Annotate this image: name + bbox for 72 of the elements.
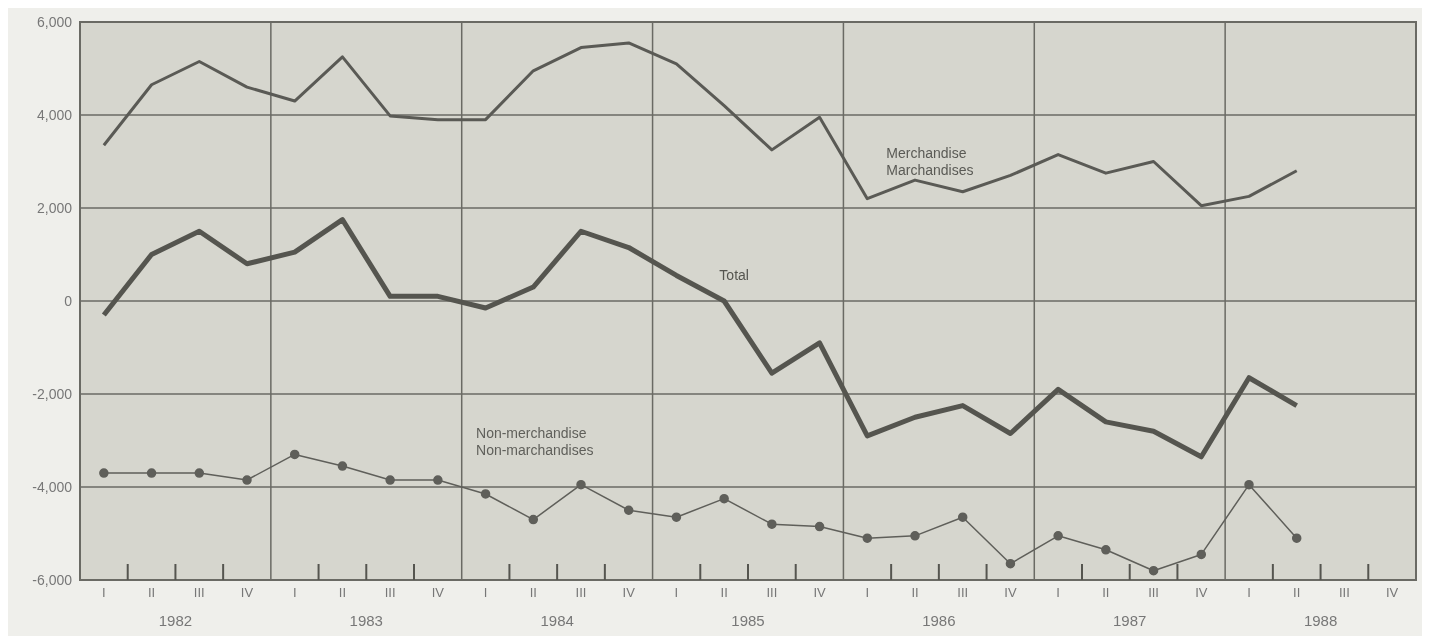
point [1244,479,1254,490]
series-label: Non-merchandise Non-marchandises [476,425,594,458]
x-tick-label: II [1293,585,1301,601]
text: 1988 [1303,612,1338,629]
point [957,512,968,522]
x-tick-label: IV [1195,585,1208,601]
x-tick-label: I [1247,585,1251,601]
y-tick-label: -6,000 [32,571,73,588]
x-tick-label: IV [622,585,636,601]
point [719,493,729,504]
x-tick-label: II [338,585,347,601]
x-tick-label: II [911,585,919,601]
text: 1984 [540,612,574,629]
x-tick-label: IV [240,585,254,601]
point [194,468,205,478]
point [623,505,634,515]
point [576,479,586,490]
x-tick-label: IV [813,585,827,601]
text: 1985 [731,612,765,629]
text: 1982 [158,612,193,629]
y-tick-label: 6,000 [36,13,73,30]
point [146,468,157,478]
x-tick-label: III [384,585,396,601]
y-tick-label: -2,000 [32,385,73,402]
x-tick-label: III [766,585,778,601]
point [385,475,395,485]
x-tick-label: I [1056,585,1060,601]
x-tick-label: I [102,585,106,601]
x-tick-label: II [1102,585,1110,601]
x-tick-label: III [957,585,969,601]
point [433,475,443,485]
point [289,449,300,460]
y-tick-label: 4,000 [36,106,73,123]
point [1101,545,1111,555]
x-tick-label: II [147,585,156,601]
point [1005,558,1016,569]
text: 1983 [349,612,383,629]
series-label: Merchandise Marchandises [886,145,974,178]
text: 1987 [1113,612,1147,629]
point [1148,565,1159,576]
x-tick-label: III [193,585,205,601]
point [671,512,682,522]
x-tick-label: II [529,585,537,601]
point [1053,531,1063,541]
point [910,531,920,541]
y-tick-label: 0 [64,292,73,309]
x-tick-label: I [292,585,297,601]
text: 1986 [922,612,956,629]
point [480,489,491,499]
point [1196,549,1207,560]
point [767,519,777,529]
x-tick-label: I [483,585,488,601]
x-tick-label: IV [1385,585,1399,601]
x-tick-label: III [575,585,587,601]
point [99,468,109,478]
y-tick-label: 2,000 [36,199,73,216]
point [242,475,252,485]
x-tick-label: IV [1004,585,1017,601]
x-tick-label: II [720,585,728,601]
x-tick-label: III [1339,585,1350,601]
point [528,514,539,525]
x-tick-label: I [865,585,870,601]
x-tick-label: I [674,585,679,601]
series-label: Total [719,267,749,283]
point [1291,533,1302,543]
x-tick-label: III [1148,585,1159,601]
point [862,533,873,543]
point [814,521,825,532]
point [337,461,348,471]
y-tick-label: -4,000 [32,478,73,495]
line-series [102,41,1299,208]
x-tick-label: IV [431,585,445,601]
